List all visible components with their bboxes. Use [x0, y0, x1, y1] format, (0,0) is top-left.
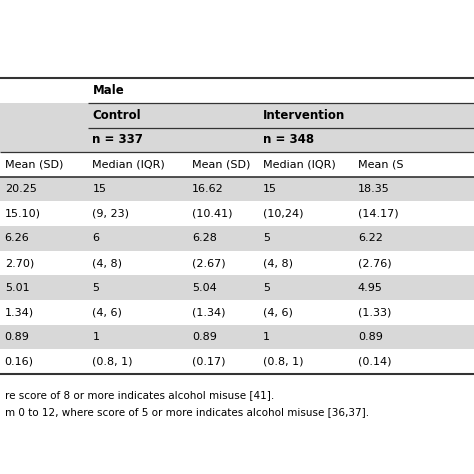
Text: 1.34): 1.34) — [5, 307, 34, 318]
Bar — [0, 128, 474, 152]
Text: 5: 5 — [263, 283, 270, 293]
Bar — [0, 0, 474, 78]
Text: 18.35: 18.35 — [358, 184, 390, 194]
Text: 6: 6 — [92, 233, 100, 244]
Text: (0.8, 1): (0.8, 1) — [263, 356, 303, 367]
Text: 6.22: 6.22 — [358, 233, 383, 244]
Bar — [0, 177, 474, 201]
Text: (9, 23): (9, 23) — [92, 209, 129, 219]
Text: 15: 15 — [92, 184, 107, 194]
Text: (2.67): (2.67) — [192, 258, 226, 268]
Text: Median (IQR): Median (IQR) — [92, 159, 165, 170]
Text: 15.10): 15.10) — [5, 209, 41, 219]
Text: 16.62: 16.62 — [192, 184, 224, 194]
Text: 6.28: 6.28 — [192, 233, 217, 244]
Bar — [0, 226, 474, 251]
Text: Median (IQR): Median (IQR) — [263, 159, 336, 170]
Bar — [0, 300, 474, 325]
Text: 1: 1 — [263, 332, 270, 342]
Text: (4, 6): (4, 6) — [263, 307, 293, 318]
Text: (4, 8): (4, 8) — [92, 258, 122, 268]
Bar — [0, 325, 474, 349]
Text: m 0 to 12, where score of 5 or more indicates alcohol misuse [36,37].: m 0 to 12, where score of 5 or more indi… — [5, 407, 369, 417]
Text: 6.26: 6.26 — [5, 233, 29, 244]
Text: Intervention: Intervention — [263, 109, 346, 122]
Text: 15: 15 — [263, 184, 277, 194]
Text: (1.34): (1.34) — [192, 307, 226, 318]
Text: (4, 8): (4, 8) — [263, 258, 293, 268]
Text: Mean (SD): Mean (SD) — [5, 159, 63, 170]
Text: (0.17): (0.17) — [192, 356, 226, 367]
Text: 4.95: 4.95 — [358, 283, 383, 293]
Text: (0.14): (0.14) — [358, 356, 392, 367]
Bar — [0, 78, 474, 103]
Text: 0.89: 0.89 — [5, 332, 29, 342]
Text: (10,24): (10,24) — [263, 209, 303, 219]
Text: Male: Male — [92, 84, 124, 97]
Text: 2.70): 2.70) — [5, 258, 34, 268]
Text: 0.16): 0.16) — [5, 356, 34, 367]
Text: 0.89: 0.89 — [192, 332, 217, 342]
Text: (4, 6): (4, 6) — [92, 307, 122, 318]
Text: (10.41): (10.41) — [192, 209, 232, 219]
Text: (0.8, 1): (0.8, 1) — [92, 356, 133, 367]
Text: (2.76): (2.76) — [358, 258, 392, 268]
Text: 5: 5 — [263, 233, 270, 244]
Text: 5: 5 — [92, 283, 100, 293]
Bar — [0, 201, 474, 226]
Text: 5.01: 5.01 — [5, 283, 29, 293]
Text: Mean (S: Mean (S — [358, 159, 403, 170]
Bar — [0, 349, 474, 374]
Text: (14.17): (14.17) — [358, 209, 399, 219]
Text: n = 337: n = 337 — [92, 133, 143, 146]
Text: 5.04: 5.04 — [192, 283, 217, 293]
Bar — [0, 103, 474, 128]
Bar — [0, 374, 474, 474]
Text: Control: Control — [92, 109, 141, 122]
Text: re score of 8 or more indicates alcohol misuse [41].: re score of 8 or more indicates alcohol … — [5, 391, 274, 401]
Text: n = 348: n = 348 — [263, 133, 314, 146]
Bar — [0, 251, 474, 275]
Text: 0.89: 0.89 — [358, 332, 383, 342]
Text: 20.25: 20.25 — [5, 184, 36, 194]
Text: 1: 1 — [92, 332, 100, 342]
Text: Mean (SD): Mean (SD) — [192, 159, 250, 170]
Bar — [0, 275, 474, 300]
Bar — [0, 152, 474, 177]
Text: (1.33): (1.33) — [358, 307, 391, 318]
